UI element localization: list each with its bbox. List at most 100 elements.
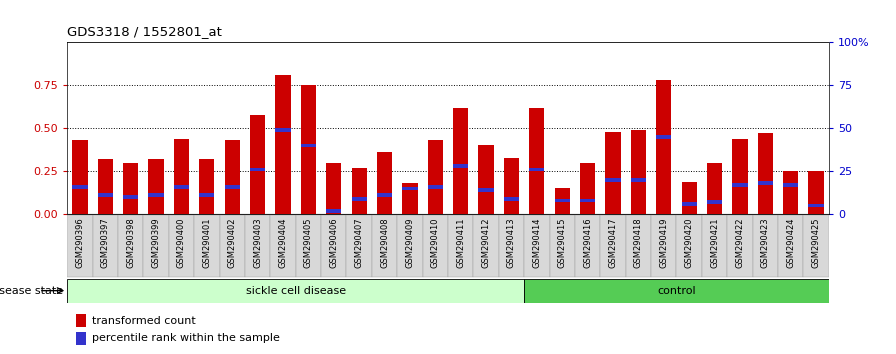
Bar <box>73 140 88 214</box>
Bar <box>504 197 519 201</box>
Text: GSM290410: GSM290410 <box>431 217 440 268</box>
Bar <box>377 152 392 214</box>
Bar <box>606 132 621 214</box>
Bar <box>682 182 697 214</box>
Text: GSM290417: GSM290417 <box>608 217 617 268</box>
Bar <box>225 140 240 214</box>
Bar <box>168 215 194 277</box>
Bar <box>275 128 290 132</box>
Bar <box>199 159 214 214</box>
Bar <box>783 171 798 214</box>
Text: GSM290398: GSM290398 <box>126 217 135 268</box>
Bar <box>804 215 829 277</box>
Bar <box>530 108 545 214</box>
Text: disease state: disease state <box>0 286 63 296</box>
Bar <box>118 215 143 277</box>
Text: transformed count: transformed count <box>91 316 195 326</box>
Text: GSM290405: GSM290405 <box>304 217 313 268</box>
Text: GDS3318 / 1552801_at: GDS3318 / 1552801_at <box>67 25 222 38</box>
Bar <box>149 193 164 197</box>
Bar <box>555 188 570 214</box>
Text: GSM290407: GSM290407 <box>355 217 364 268</box>
Bar <box>372 215 397 277</box>
Text: GSM290414: GSM290414 <box>532 217 541 268</box>
Bar <box>580 163 595 214</box>
Bar <box>702 215 728 277</box>
Bar <box>194 215 220 277</box>
Text: GSM290420: GSM290420 <box>685 217 694 268</box>
Text: GSM290408: GSM290408 <box>380 217 389 268</box>
Bar <box>448 215 473 277</box>
Bar <box>808 204 823 207</box>
Text: control: control <box>657 286 696 296</box>
Text: GSM290406: GSM290406 <box>329 217 339 268</box>
Text: GSM290402: GSM290402 <box>228 217 237 268</box>
Text: GSM290409: GSM290409 <box>405 217 415 268</box>
Bar <box>783 183 798 187</box>
Bar <box>92 215 118 277</box>
Text: GSM290401: GSM290401 <box>202 217 211 268</box>
Bar <box>549 215 575 277</box>
Bar <box>67 215 92 277</box>
Bar <box>676 215 702 277</box>
Bar <box>351 197 366 201</box>
Bar <box>301 85 316 214</box>
Bar <box>199 193 214 197</box>
Text: GSM290411: GSM290411 <box>456 217 465 268</box>
Text: percentile rank within the sample: percentile rank within the sample <box>91 333 280 343</box>
Text: GSM290400: GSM290400 <box>177 217 186 268</box>
Bar <box>656 80 671 214</box>
Text: GSM290419: GSM290419 <box>659 217 668 268</box>
Text: GSM290422: GSM290422 <box>736 217 745 268</box>
Bar <box>530 168 545 171</box>
Text: GSM290403: GSM290403 <box>253 217 263 268</box>
Bar <box>271 215 296 277</box>
Text: GSM290416: GSM290416 <box>583 217 592 268</box>
Bar <box>76 314 86 327</box>
Bar <box>651 215 676 277</box>
Bar <box>98 193 113 197</box>
Bar <box>758 133 773 214</box>
Bar <box>728 215 753 277</box>
Bar <box>123 195 138 199</box>
Bar <box>347 215 372 277</box>
Bar <box>808 171 823 214</box>
Bar <box>707 200 722 204</box>
Bar <box>575 215 600 277</box>
Bar <box>301 144 316 147</box>
Bar <box>351 168 366 214</box>
Bar <box>174 185 189 189</box>
Bar <box>275 75 290 214</box>
Bar <box>143 215 168 277</box>
Bar <box>67 279 524 303</box>
Bar <box>732 139 747 214</box>
Bar <box>600 215 625 277</box>
Text: GSM290418: GSM290418 <box>633 217 643 268</box>
Bar <box>504 158 519 214</box>
Bar <box>524 215 549 277</box>
Bar <box>220 215 245 277</box>
Bar <box>778 215 804 277</box>
Bar <box>377 193 392 197</box>
Bar <box>296 215 321 277</box>
Bar <box>149 159 164 214</box>
Bar <box>606 178 621 182</box>
Bar <box>76 332 86 345</box>
Bar <box>423 215 448 277</box>
Bar <box>174 139 189 214</box>
Text: GSM290425: GSM290425 <box>812 217 821 268</box>
Bar <box>225 185 240 189</box>
Text: GSM290396: GSM290396 <box>75 217 84 268</box>
Text: GSM290412: GSM290412 <box>481 217 491 268</box>
Bar <box>478 188 494 192</box>
Bar <box>631 130 646 214</box>
Bar <box>656 135 671 139</box>
Bar <box>625 215 651 277</box>
Bar <box>326 209 341 213</box>
Bar <box>732 183 747 187</box>
Bar <box>245 215 271 277</box>
Text: GSM290413: GSM290413 <box>507 217 516 268</box>
Bar <box>524 279 829 303</box>
Bar <box>123 163 138 214</box>
Bar <box>473 215 499 277</box>
